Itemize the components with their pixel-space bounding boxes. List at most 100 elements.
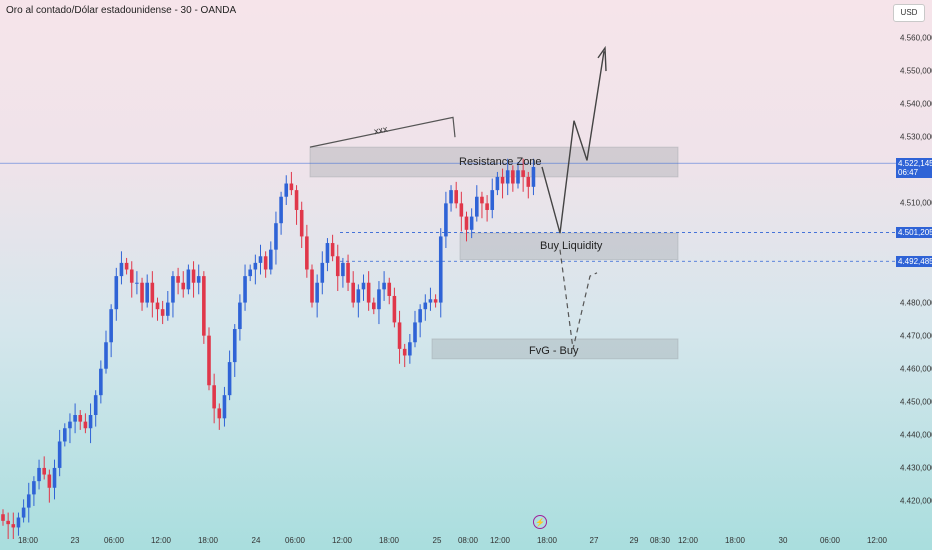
price-tag: 4.522,145 06:47 xyxy=(896,158,932,179)
candle-body xyxy=(88,415,93,429)
candle-body xyxy=(196,276,201,283)
candle-body xyxy=(346,262,350,283)
candle-body xyxy=(191,269,196,283)
y-tick-label: 4.430,000 xyxy=(900,463,932,473)
candle-body xyxy=(42,467,46,475)
price-tag-time: 06:47 xyxy=(898,168,919,178)
y-tick-label: 4.440,000 xyxy=(900,430,932,440)
candle-body xyxy=(423,302,428,310)
y-tick-label: 4.480,000 xyxy=(900,298,932,308)
candle-body xyxy=(387,282,392,296)
candle-body xyxy=(207,335,211,386)
y-tick-label: 4.560,000 xyxy=(900,33,932,43)
candle-body xyxy=(444,203,448,237)
x-tick-label: 06:00 xyxy=(819,536,841,545)
candle-body xyxy=(238,302,242,330)
candle-body xyxy=(299,209,304,237)
x-tick-label: 30 xyxy=(778,536,788,545)
candle-body xyxy=(294,190,299,210)
candle-body xyxy=(341,262,345,277)
candle-body xyxy=(52,467,57,488)
candle-body xyxy=(119,262,124,277)
candle-body xyxy=(454,190,458,204)
candle-body xyxy=(289,183,294,191)
candle-body xyxy=(135,282,139,284)
candle-body xyxy=(459,203,464,217)
candle-body xyxy=(392,295,397,323)
candle-body xyxy=(232,329,237,363)
candle-body xyxy=(83,421,88,429)
candle-body xyxy=(366,282,371,303)
candle-body xyxy=(93,395,98,416)
candle-body xyxy=(21,507,26,518)
x-tick-label: 08:00 xyxy=(457,536,479,545)
candle-body xyxy=(263,256,268,270)
candle-body xyxy=(315,282,319,303)
candle-body xyxy=(382,282,386,290)
candle-body xyxy=(413,322,417,343)
zone-label: Buy Liquidity xyxy=(540,240,603,253)
candle-body xyxy=(68,421,72,429)
candle-body xyxy=(171,276,175,303)
candle-body xyxy=(279,196,283,224)
candle-body xyxy=(63,428,67,442)
candle-body xyxy=(227,362,232,396)
zone-3 xyxy=(431,338,679,360)
candle-body xyxy=(516,170,520,184)
x-tick-label: 18:00 xyxy=(536,536,558,545)
candle-body xyxy=(99,368,103,396)
x-tick-label: 25 xyxy=(432,536,442,545)
candle-body xyxy=(253,262,258,270)
candle-body xyxy=(217,408,222,419)
candle-body xyxy=(361,282,366,290)
projection-solid xyxy=(541,51,605,234)
candle-body xyxy=(155,302,160,310)
candle-body xyxy=(475,196,479,217)
candle-body xyxy=(408,342,412,356)
candle-body xyxy=(129,269,134,283)
candle-body xyxy=(212,385,216,409)
candle-body xyxy=(181,282,186,290)
candle-body xyxy=(402,348,407,356)
x-tick-label: 27 xyxy=(589,536,599,545)
candle-body xyxy=(428,299,433,303)
x-tick-label: 12:00 xyxy=(489,536,511,545)
y-tick-label: 4.510,000 xyxy=(900,198,932,208)
chart-title: Oro al contado/Dólar estadounidense - 30… xyxy=(6,5,237,16)
x-tick-label: 24 xyxy=(251,536,261,545)
candle-body xyxy=(485,203,489,210)
y-tick-label: 4.530,000 xyxy=(900,132,932,142)
candle-body xyxy=(124,262,129,270)
candle-body xyxy=(11,524,16,528)
candle-body xyxy=(330,243,335,257)
candle-body xyxy=(356,289,361,303)
candle-body xyxy=(32,481,36,495)
zone-label: FvG - Buy xyxy=(529,344,579,357)
x-tick-label: 29 xyxy=(629,536,639,545)
candle-body xyxy=(521,170,525,177)
candle-body xyxy=(73,415,77,422)
candle-body xyxy=(531,166,536,187)
candle-body xyxy=(78,415,83,422)
currency-button[interactable]: USD xyxy=(893,4,925,22)
candle-body xyxy=(325,243,330,263)
candle-body xyxy=(258,256,263,263)
y-tick-label: 4.460,000 xyxy=(900,364,932,374)
x-tick-label: 12:00 xyxy=(150,536,172,545)
candle-body xyxy=(284,183,289,197)
candle-body xyxy=(222,395,227,419)
candle-body xyxy=(160,309,165,316)
candle-body xyxy=(166,302,170,316)
flash-icon[interactable]: ⚡ xyxy=(533,515,547,529)
candle-body xyxy=(397,322,402,349)
zone-1 xyxy=(309,146,679,178)
x-tick-label: 06:00 xyxy=(284,536,306,545)
candle-body xyxy=(449,190,453,204)
candle-body xyxy=(377,289,381,310)
x-tick-label: 18:00 xyxy=(197,536,219,545)
x-tick-label: 06:00 xyxy=(103,536,125,545)
y-tick-label: 4.450,000 xyxy=(900,397,932,407)
candle-body xyxy=(202,276,206,336)
